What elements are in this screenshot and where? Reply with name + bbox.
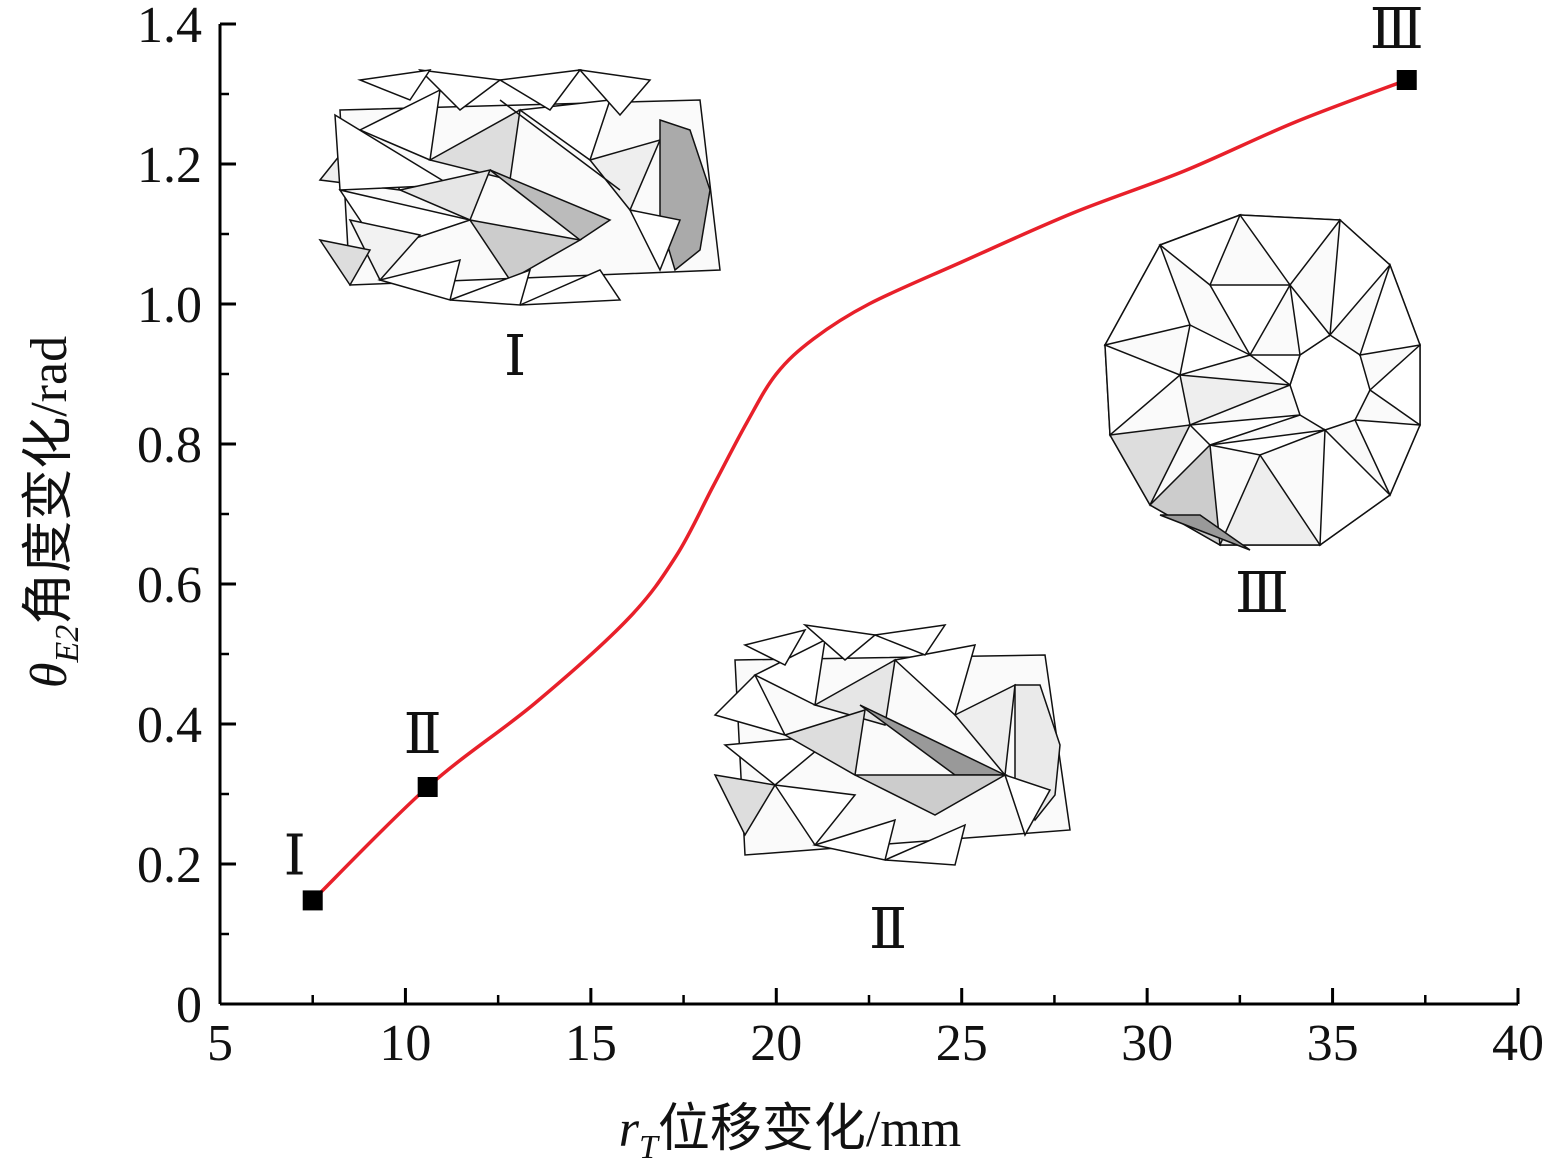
y-tick-label: 1.2 xyxy=(137,137,202,194)
data-marker xyxy=(302,890,323,911)
marker-label: Ⅱ xyxy=(404,704,442,766)
y-axis-text: 角度变化/rad xyxy=(21,336,78,625)
origami-cylinder-compressed-icon xyxy=(713,623,1071,866)
y-axis-var: θ xyxy=(21,663,78,689)
y-axis-title: θE2角度变化/rad xyxy=(21,336,86,688)
y-tick-label: 0.6 xyxy=(137,557,202,614)
x-tick-label: 40 xyxy=(1492,1015,1544,1072)
origami-cylinder-extended-icon xyxy=(318,68,721,306)
markers: Ⅰ Ⅱ Ⅲ xyxy=(284,0,1424,911)
data-marker xyxy=(1396,70,1417,90)
y-tick-label: 0 xyxy=(176,977,202,1034)
marker-label: Ⅰ xyxy=(284,825,306,887)
inset-label-iii: Ⅲ xyxy=(1235,563,1289,625)
ticks xyxy=(218,22,1520,1006)
marker-label: Ⅲ xyxy=(1370,0,1424,61)
x-axis-title: rT位移变化/mm xyxy=(619,1101,962,1166)
x-tick-label: 35 xyxy=(1307,1015,1359,1072)
x-tick-label: 15 xyxy=(565,1015,617,1072)
y-tick-label: 0.8 xyxy=(137,417,202,474)
inset-label-i: Ⅰ xyxy=(504,326,526,388)
x-axis-var: r xyxy=(619,1101,640,1158)
y-tick-label: 0.2 xyxy=(137,837,202,894)
data-marker xyxy=(417,777,438,797)
y-tick-label: 0.4 xyxy=(137,697,202,754)
x-axis-sub: T xyxy=(639,1129,660,1166)
tick-labels: 5 10 15 20 25 30 35 40 0 0.2 0.4 0.6 0.8 1.0 1.2 1.4 xyxy=(137,0,1544,1072)
y-tick-label: 1.0 xyxy=(137,277,202,334)
x-tick-label: 10 xyxy=(379,1015,431,1072)
x-tick-label: 5 xyxy=(207,1015,233,1072)
y-tick-label: 1.4 xyxy=(137,0,202,54)
inset-label-ii: Ⅱ xyxy=(869,899,907,961)
x-axis-text: 位移变化/mm xyxy=(658,1101,961,1158)
x-tick-label: 30 xyxy=(1121,1015,1173,1072)
series-line xyxy=(311,78,1408,902)
x-tick-label: 25 xyxy=(936,1015,988,1072)
y-axis-sub: E2 xyxy=(49,625,86,664)
origami-ring-flat-icon xyxy=(1103,213,1422,551)
x-tick-label: 20 xyxy=(750,1015,802,1072)
